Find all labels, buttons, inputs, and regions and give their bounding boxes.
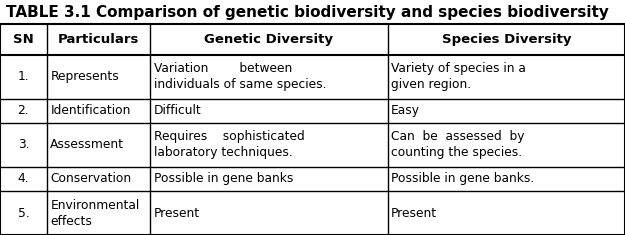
Text: Difficult: Difficult <box>154 104 201 118</box>
Text: Easy: Easy <box>391 104 420 118</box>
Text: 5.: 5. <box>18 207 29 219</box>
Text: Present: Present <box>391 207 437 219</box>
Text: Present: Present <box>154 207 199 219</box>
Text: Identification: Identification <box>51 104 131 118</box>
Text: Variety of species in a
given region.: Variety of species in a given region. <box>391 62 526 91</box>
Text: Assessment: Assessment <box>51 138 124 151</box>
Text: Represents: Represents <box>51 70 119 83</box>
Text: Possible in gene banks: Possible in gene banks <box>154 172 293 185</box>
Text: SN: SN <box>13 33 34 46</box>
Text: Particulars: Particulars <box>58 33 139 46</box>
Text: TABLE 3.1 Comparison of genetic biodiversity and species biodiversity: TABLE 3.1 Comparison of genetic biodiver… <box>6 4 609 20</box>
Text: Environmental
effects: Environmental effects <box>51 199 139 227</box>
Text: Requires    sophisticated
laboratory techniques.: Requires sophisticated laboratory techni… <box>154 130 304 160</box>
Text: 3.: 3. <box>18 138 29 151</box>
Text: Can  be  assessed  by
counting the species.: Can be assessed by counting the species. <box>391 130 524 160</box>
Text: Variation        between
individuals of same species.: Variation between individuals of same sp… <box>154 62 326 91</box>
Text: Possible in gene banks.: Possible in gene banks. <box>391 172 534 185</box>
Text: Conservation: Conservation <box>51 172 131 185</box>
Text: Species Diversity: Species Diversity <box>441 33 571 46</box>
Bar <box>0 24 625 235</box>
Text: 2.: 2. <box>18 104 29 118</box>
Text: 1.: 1. <box>18 70 29 83</box>
Text: Genetic Diversity: Genetic Diversity <box>204 33 333 46</box>
Text: 4.: 4. <box>18 172 29 185</box>
